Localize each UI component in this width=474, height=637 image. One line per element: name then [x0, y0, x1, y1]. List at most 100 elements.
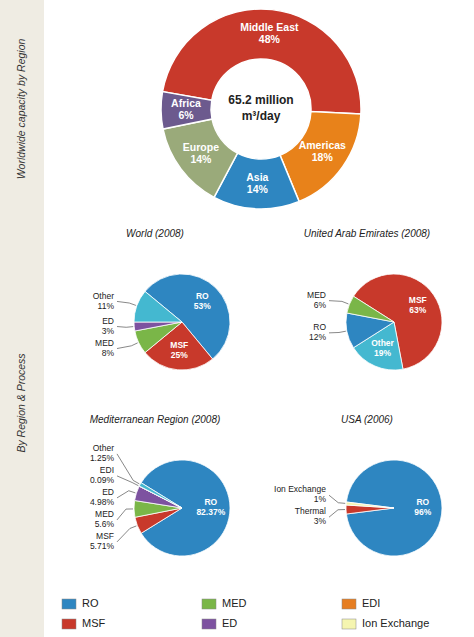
legend-label: MED	[222, 597, 247, 609]
data-label: 8%	[102, 348, 115, 358]
data-label: 19%	[374, 348, 391, 358]
slice-label: MSF	[409, 295, 427, 305]
pie-chart: USA (2006)RO96%Thermal3%Ion Exchange1%	[274, 414, 442, 556]
data-label: 1%	[314, 494, 327, 504]
data-label: 82.37%	[196, 507, 225, 517]
chart-title: Mediterranean Region (2008)	[90, 414, 221, 425]
background	[0, 0, 474, 637]
slice-label: Middle East	[240, 21, 299, 33]
legend-label: RO	[82, 597, 99, 609]
leader-line	[117, 526, 136, 542]
slice-label: Other	[371, 338, 394, 348]
data-label: 25%	[171, 350, 188, 360]
slice-label: Other	[93, 443, 114, 453]
slice-label: RO	[204, 497, 217, 507]
side-label: By Region & Process	[15, 353, 27, 453]
center-label: m³/day	[242, 109, 281, 123]
slice	[134, 291, 182, 322]
slice-label: Thermal	[295, 506, 326, 516]
slice-label: MED	[95, 509, 114, 519]
legend: RO MSF MED ED EDI Ion Exchange	[62, 597, 429, 629]
donut-chart: Middle East48%Americas18%Asia14%Europe14…	[161, 9, 361, 209]
legend-swatch	[202, 619, 216, 629]
slice-label: RO	[313, 322, 326, 332]
slice	[346, 460, 442, 556]
leader-line	[117, 454, 139, 484]
data-label: 1.25%	[90, 453, 115, 463]
data-label: 3%	[314, 516, 327, 526]
legend-swatch	[62, 599, 76, 609]
legend-label: Ion Exchange	[362, 617, 429, 629]
slice-label: Asia	[246, 171, 268, 183]
slice-label: EDI	[100, 465, 114, 475]
leader-line	[117, 509, 133, 520]
chart-title: USA (2006)	[341, 414, 393, 425]
data-label: 6%	[314, 300, 327, 310]
page: {"chart_data": [ {"type": "donut", "cate…	[0, 0, 474, 637]
legend-label: EDI	[362, 597, 380, 609]
leader-line	[117, 491, 135, 498]
data-labels: MSF63% Other19% RO12% MED6%	[307, 290, 427, 358]
data-label: 6%	[178, 109, 194, 121]
data-label: 18%	[312, 151, 334, 163]
leader-line	[329, 510, 345, 518]
slice-label: ED	[102, 316, 114, 326]
slice-label: MED	[95, 338, 114, 348]
slice	[163, 9, 361, 114]
slice-label: MED	[307, 290, 326, 300]
leader-line	[117, 301, 136, 305]
data-label: 48%	[259, 33, 281, 45]
slice-label: Other	[93, 291, 114, 301]
slice-label: Africa	[171, 97, 201, 109]
legend-label: ED	[222, 617, 237, 629]
center-label: 65.2 million	[228, 93, 293, 107]
data-label: 4.98%	[90, 497, 115, 507]
leader-line	[329, 495, 345, 503]
data-labels: Middle East48%Americas18%Asia14%Europe14…	[171, 21, 346, 195]
leader-line	[329, 301, 348, 304]
chart-title: United Arab Emirates (2008)	[304, 228, 430, 239]
slice-label: RO	[196, 291, 209, 301]
data-label: 5.6%	[95, 519, 115, 529]
side-label: Worldwide capacity by Region	[15, 39, 27, 180]
data-label: 12%	[309, 332, 326, 342]
leader-line	[117, 326, 133, 328]
legend-swatch	[342, 599, 356, 609]
slice	[347, 296, 394, 322]
data-label: 0.09%	[90, 475, 115, 485]
slice	[163, 119, 237, 197]
slice	[161, 92, 212, 129]
slice-label: ED	[102, 487, 114, 497]
pie-chart: Mediterranean Region (2008)RO82.37%MSF5.…	[90, 414, 230, 556]
leader-line	[329, 331, 346, 333]
slice	[346, 502, 394, 508]
data-labels: RO53%MSF25%MED8%ED3%Other11%	[93, 291, 212, 360]
slice-label: MSF	[96, 531, 114, 541]
data-label: 14%	[247, 183, 269, 195]
data-label: 5.71%	[90, 541, 115, 551]
data-label: 96%	[414, 507, 431, 517]
data-labels: RO96%Thermal3%Ion Exchange1%	[274, 484, 432, 526]
data-labels: RO82.37% MSF5.71% MED5.6% ED4.98% EDI0.09% Ot…	[90, 443, 226, 551]
data-label: 11%	[98, 301, 115, 311]
data-label: 63%	[409, 305, 426, 315]
data-label: 14%	[190, 153, 212, 165]
slice-label: MSF	[170, 340, 188, 350]
legend-swatch	[342, 619, 356, 629]
legend-swatch	[202, 599, 216, 609]
slice	[139, 483, 182, 508]
legend-swatch	[62, 619, 76, 629]
pie-chart: United Arab Emirates (2008) MSF63% Other19…	[304, 228, 442, 370]
slice-label: Americas	[299, 139, 346, 151]
data-label: 3%	[102, 326, 115, 336]
sidebar	[0, 0, 44, 637]
slice	[134, 322, 182, 331]
slice-label: Europe	[183, 141, 219, 153]
pie-chart: World (2008)RO53%MSF25%MED8%ED3%Other11%	[93, 228, 230, 370]
chart-title: World (2008)	[126, 228, 184, 239]
figure: Worldwide capacity by Region By Region & …	[0, 0, 474, 637]
leader-line	[117, 343, 138, 349]
legend-label: MSF	[82, 617, 106, 629]
leader-line	[117, 476, 138, 486]
slice-label: RO	[416, 497, 429, 507]
